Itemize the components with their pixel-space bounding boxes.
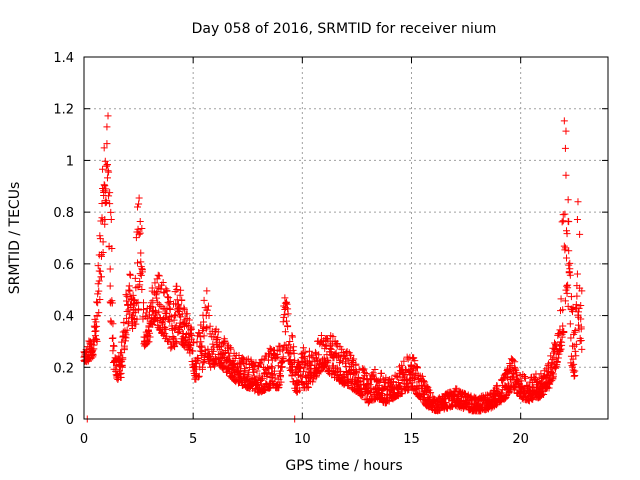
y-axis-label: SRMTID / TECUs: [7, 182, 23, 295]
y-tick-label: 0.2: [53, 361, 74, 376]
x-tick-label: 20: [512, 432, 529, 447]
data-points: [80, 112, 586, 423]
y-tick-label: 0.8: [53, 206, 74, 221]
x-tick-label: 5: [189, 432, 197, 447]
y-tick-label: 0.4: [53, 310, 74, 325]
grid-lines: [84, 57, 608, 419]
x-axis-label: GPS time / hours: [285, 458, 402, 474]
y-tick-label: 1.2: [53, 103, 74, 118]
y-tick-label: 0.6: [53, 258, 74, 273]
plot-frame: [83, 56, 609, 420]
x-tick-label: 15: [403, 432, 420, 447]
x-tick-label: 10: [294, 432, 311, 447]
x-tick-label: 0: [80, 432, 88, 447]
y-tick-label: 0: [66, 413, 74, 428]
chart-title: Day 058 of 2016, SRMTID for receiver niu…: [192, 21, 497, 37]
axis-ticks: 0 0.2 0.4 0.6 0.8 1 1.2 1.4 0 5 10 15 20: [53, 51, 608, 447]
y-tick-label: 1.4: [53, 51, 74, 66]
y-tick-label: 1: [66, 154, 74, 169]
data-series-markers: [80, 112, 586, 423]
